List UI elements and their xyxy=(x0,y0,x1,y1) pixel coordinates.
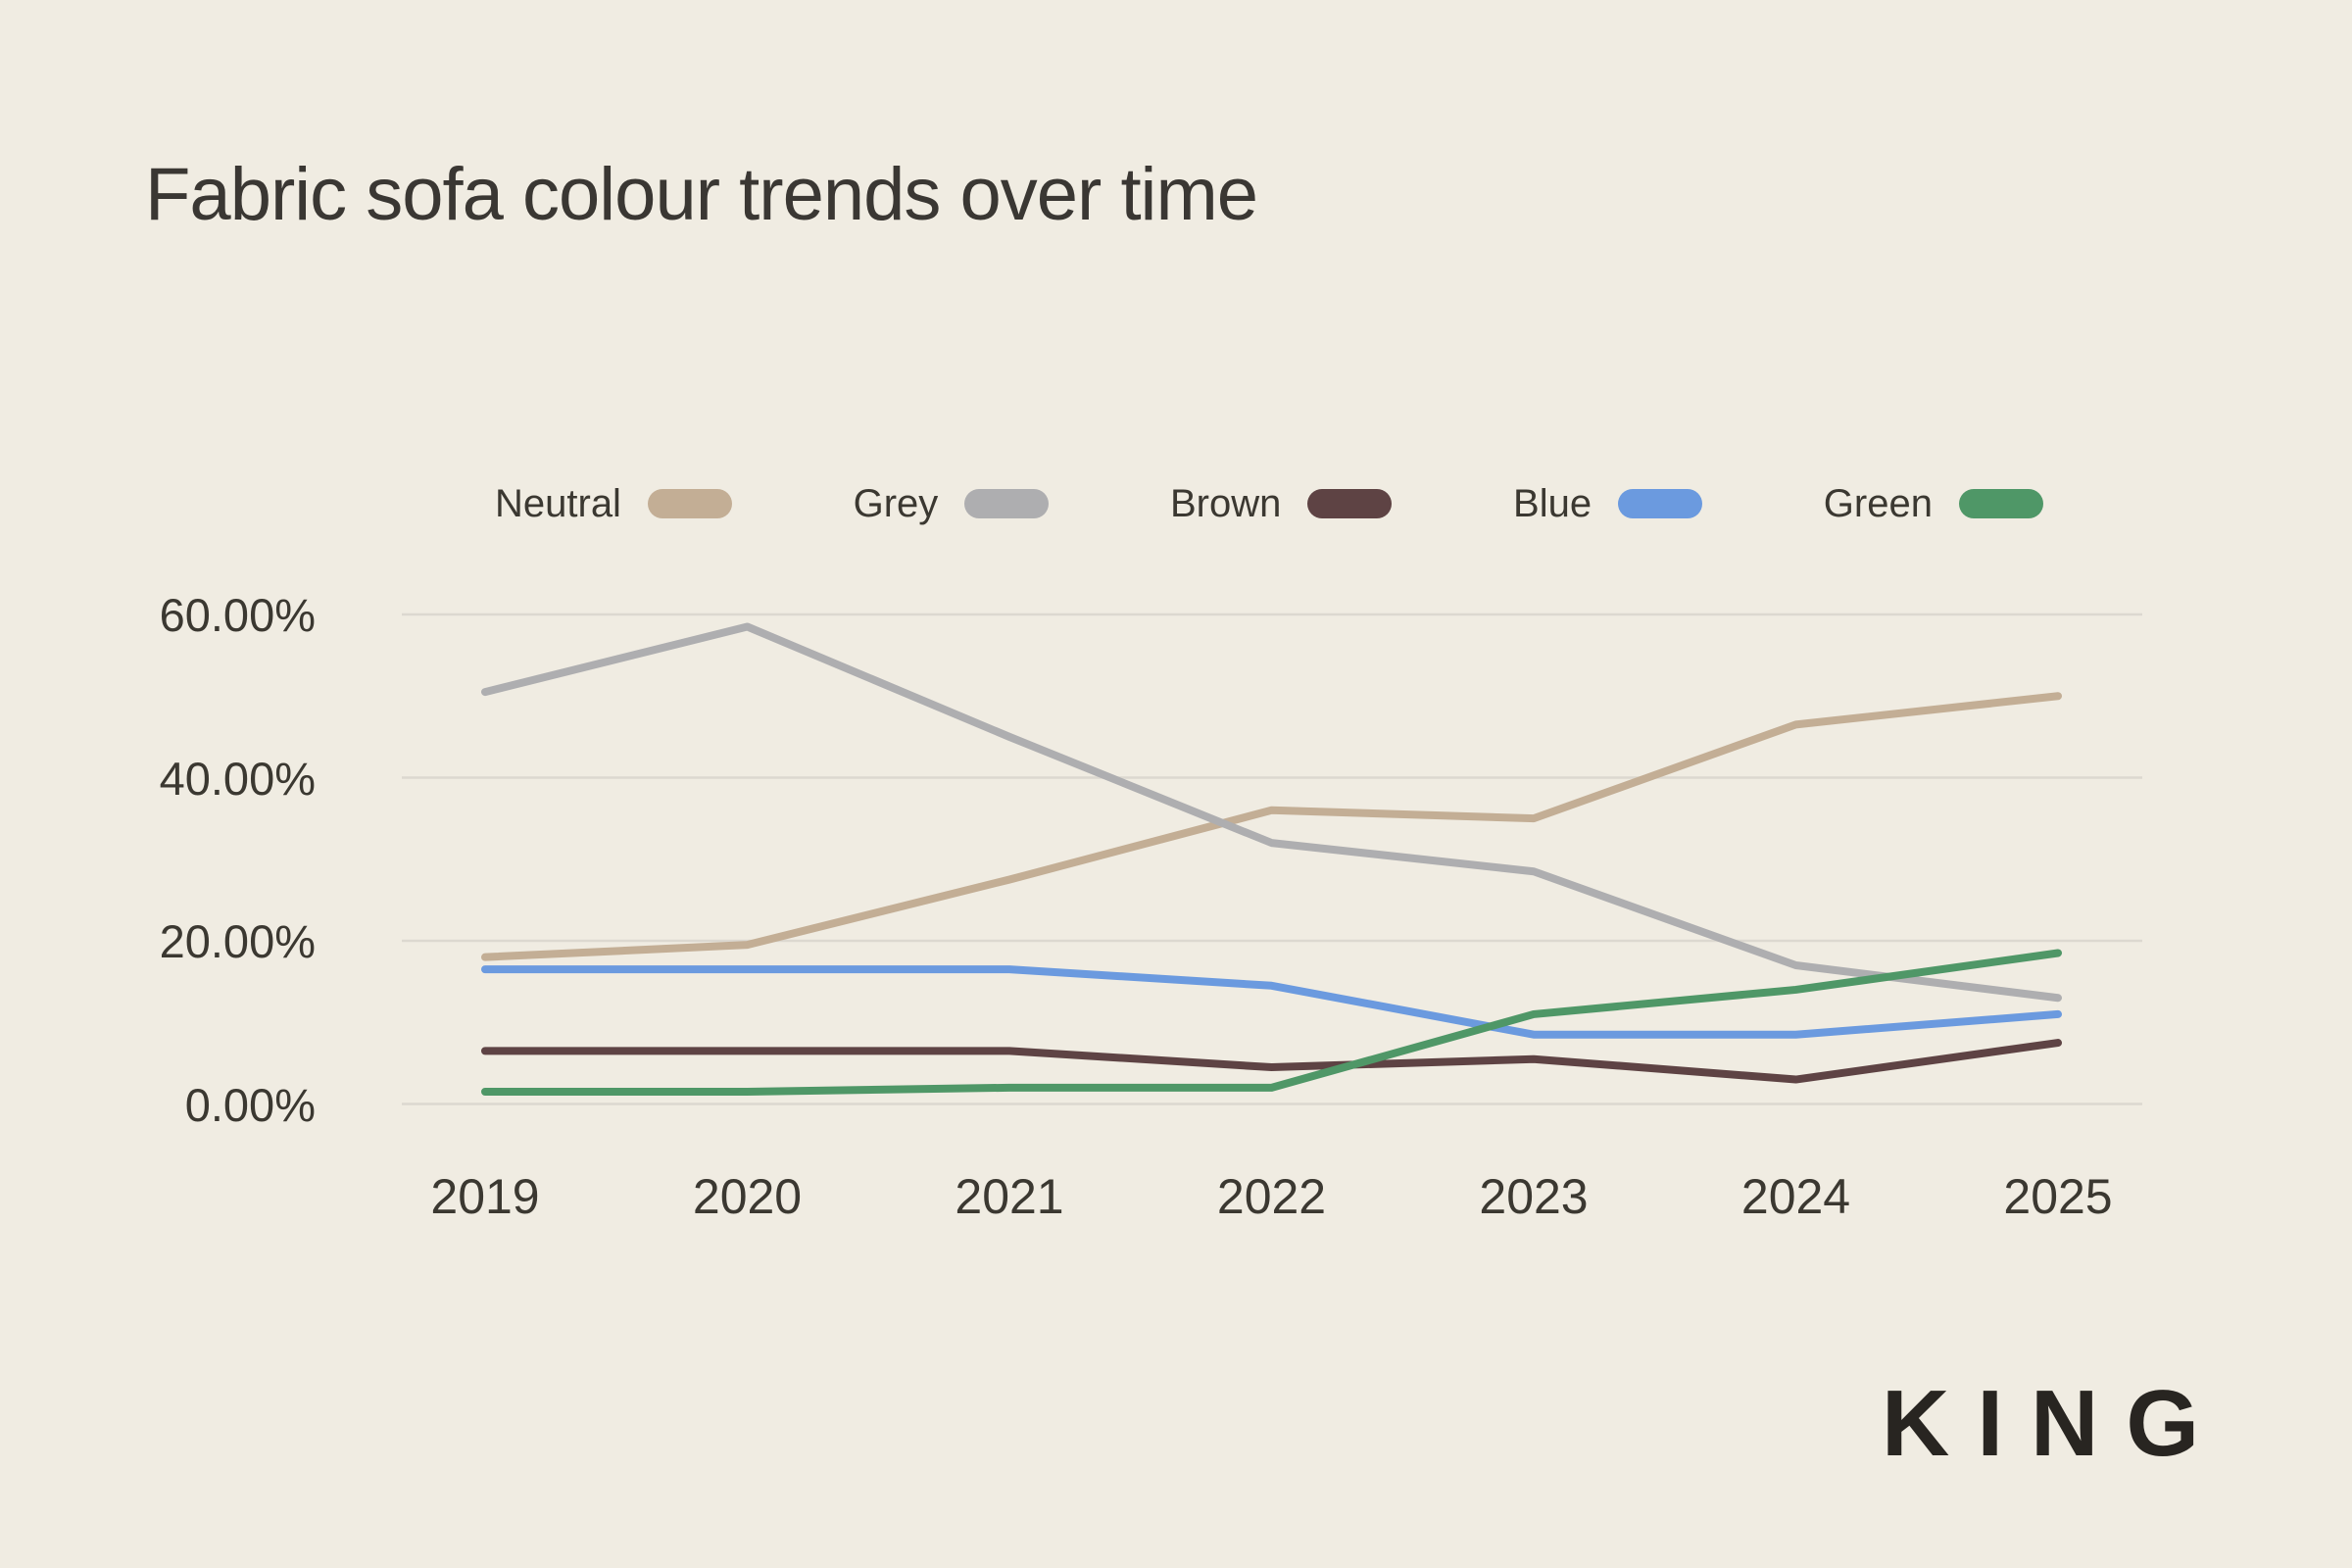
legend-item-neutral: Neutral xyxy=(495,482,732,526)
legend-label-green: Green xyxy=(1823,481,1933,525)
series-line-grey xyxy=(481,622,2062,1003)
x-axis-tick-label: 2024 xyxy=(1740,1169,1851,1224)
x-axis-tick-label: 2025 xyxy=(2003,1169,2113,1224)
x-axis-tick-label: 2022 xyxy=(1216,1169,1327,1224)
legend-swatch-blue xyxy=(1618,489,1703,518)
legend-label-blue: Blue xyxy=(1513,481,1592,525)
legend-label-brown: Brown xyxy=(1169,481,1282,525)
legend-swatch-brown xyxy=(1307,489,1393,518)
y-axis-tick-label: 60.00% xyxy=(159,589,316,641)
legend-item-green: Green xyxy=(1824,482,2043,526)
legend-swatch-green xyxy=(1958,489,2043,518)
series-line-green xyxy=(481,949,2062,1097)
x-axis-tick-label: 2023 xyxy=(1479,1169,1589,1224)
series-line-brown xyxy=(481,1039,2062,1084)
brand-logo: KING xyxy=(1882,1371,2227,1476)
x-axis-tick-label: 2021 xyxy=(955,1169,1064,1224)
series-line-neutral xyxy=(481,692,2062,961)
legend-item-grey: Grey xyxy=(854,482,1050,526)
legend-swatch-neutral xyxy=(647,489,732,518)
legend-item-brown: Brown xyxy=(1169,481,1393,526)
legend-item-blue: Blue xyxy=(1513,481,1703,526)
chart-title: Fabric sofa colour trends over time xyxy=(145,153,1258,236)
y-axis-tick-label: 40.00% xyxy=(159,752,316,805)
legend-swatch-grey xyxy=(964,489,1050,518)
x-axis-tick-label: 2020 xyxy=(692,1169,803,1224)
legend-label-neutral: Neutral xyxy=(495,481,621,525)
legend-label-grey: Grey xyxy=(853,481,939,525)
y-axis-tick-label: 0.00% xyxy=(184,1078,316,1131)
legend: Neutral Grey Brown Blue Green xyxy=(495,482,2043,525)
y-axis-tick-label: 20.00% xyxy=(159,915,316,967)
x-axis-tick-label: 2019 xyxy=(430,1169,540,1224)
series-line-blue xyxy=(481,965,2062,1039)
